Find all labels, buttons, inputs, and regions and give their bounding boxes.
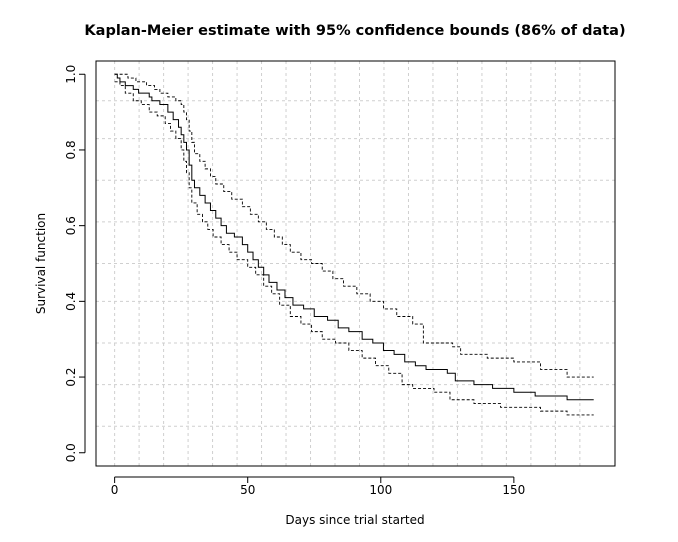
series-line-estimate [114, 73, 594, 401]
series-line-lower-bound [114, 81, 594, 416]
y-axis-title: Survival function [34, 213, 48, 314]
series-line-upper-bound [114, 73, 594, 378]
y-tick-label: 0.4 [64, 292, 78, 311]
x-axis: 0 50 100 150 [111, 476, 525, 497]
y-tick-label: 1.0 [64, 65, 78, 84]
y-tick-label: 0.8 [64, 140, 78, 159]
x-tick-label: 150 [502, 483, 525, 497]
x-axis-title: Days since trial started [285, 513, 424, 527]
y-axis: 0.0 0.2 0.4 0.6 0.8 1.0 [64, 65, 86, 462]
plot-frame [95, 60, 616, 467]
y-tick-label: 0.2 [64, 368, 78, 387]
grid-lines [96, 61, 615, 466]
x-tick-label: 100 [369, 483, 392, 497]
y-tick-label: 0.6 [64, 216, 78, 235]
y-tick-label: 0.0 [64, 443, 78, 462]
x-tick-label: 50 [240, 483, 255, 497]
x-tick-label: 0 [111, 483, 119, 497]
chart-title: Kaplan-Meier estimate with 95% confidenc… [84, 23, 625, 39]
series-layer [114, 73, 594, 416]
